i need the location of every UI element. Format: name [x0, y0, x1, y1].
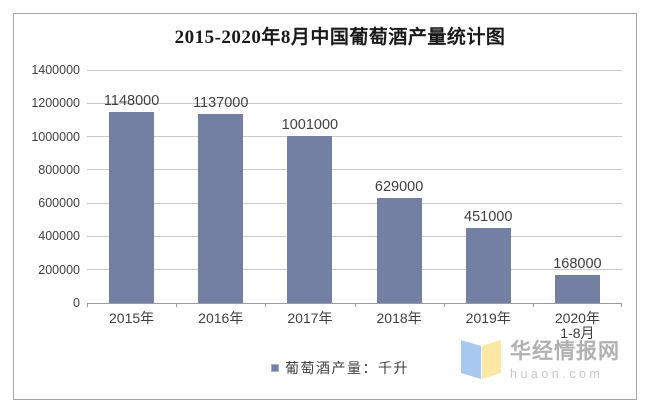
- axis-tick: [265, 303, 267, 307]
- huaon-logo-icon: [461, 340, 501, 379]
- x-axis-label: 2015年: [109, 310, 155, 326]
- bar: [465, 228, 511, 303]
- watermark-site-name: 华经情报网: [510, 340, 620, 363]
- legend-label: 葡萄酒产量：千升: [285, 360, 409, 376]
- gridline: [87, 202, 622, 204]
- x-axis-label: 2016年: [198, 310, 244, 326]
- axis-tick: [621, 303, 622, 307]
- bar: [376, 198, 422, 303]
- data-label: 1137000: [193, 95, 249, 111]
- y-axis-label: 0: [73, 296, 80, 310]
- y-axis-labels: 0 200000 400000 600000 800000 1000000 1200000 1…: [18, 0, 80, 411]
- gridline: [87, 102, 622, 104]
- axis-tick: [354, 303, 356, 307]
- x-axis-label: 2018年: [376, 310, 422, 326]
- data-label: 168000: [553, 256, 602, 272]
- gridline: [87, 269, 622, 271]
- data-label: 1148000: [103, 93, 160, 109]
- data-label: 451000: [464, 209, 513, 225]
- y-axis-label: 400000: [38, 229, 80, 244]
- chart-title: 2015-2020年8月中国葡萄酒产量统计图: [174, 27, 506, 48]
- bar: [287, 136, 333, 303]
- axis-tick: [176, 303, 178, 307]
- bar: [109, 112, 155, 303]
- watermark: 华经情报网 huaon.com: [461, 339, 620, 386]
- bar: [198, 114, 244, 303]
- legend-swatch: [271, 364, 279, 372]
- y-axis-label: 1400000: [31, 63, 80, 77]
- axis-tick: [443, 303, 445, 307]
- axis-tick: [87, 303, 88, 307]
- axis-tick: [532, 303, 534, 307]
- y-axis-label: 1200000: [31, 96, 80, 111]
- data-label: 1001000: [281, 117, 339, 133]
- y-axis-label: 200000: [38, 262, 80, 277]
- gridline: [87, 136, 622, 138]
- watermark-site-url: huaon.com: [510, 367, 604, 381]
- x-axis-label: 2019年: [465, 310, 511, 326]
- plot-area: 1148000 2015年 1137000 2016年 1001000 2017年 6290…: [87, 69, 622, 341]
- y-axis-label: 1000000: [31, 129, 80, 144]
- gridline: [87, 235, 622, 237]
- watermark-text: 华经情报网 huaon.com: [510, 339, 620, 382]
- y-axis-label: 600000: [38, 196, 80, 211]
- bar: [554, 275, 600, 303]
- gridline: [87, 69, 622, 71]
- x-axis-label: 2020年 1-8月: [554, 310, 600, 341]
- gridline: [87, 169, 622, 171]
- data-label: 629000: [374, 179, 424, 195]
- x-axis-label: 2017年: [287, 310, 333, 326]
- legend: 葡萄酒产量：千升: [30, 358, 650, 378]
- y-axis-label: 800000: [38, 162, 80, 177]
